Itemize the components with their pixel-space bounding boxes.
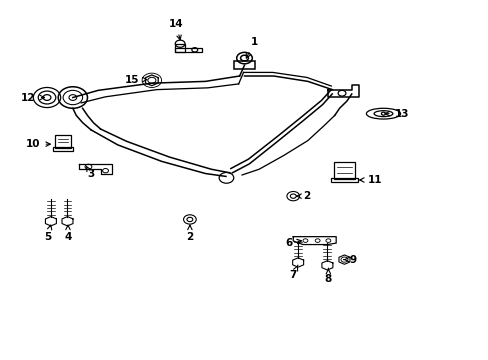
Text: 13: 13 <box>384 109 408 119</box>
Text: 14: 14 <box>168 19 183 40</box>
Bar <box>333 162 354 179</box>
Bar <box>330 178 357 182</box>
Text: 3: 3 <box>86 166 94 179</box>
Text: 5: 5 <box>44 225 52 242</box>
Bar <box>175 44 184 51</box>
Text: 2: 2 <box>186 225 193 242</box>
Bar <box>233 61 255 69</box>
Bar <box>55 135 71 148</box>
Text: 12: 12 <box>21 93 44 103</box>
Text: 4: 4 <box>64 225 72 242</box>
Bar <box>175 48 202 51</box>
Text: 8: 8 <box>324 269 331 284</box>
Text: 7: 7 <box>289 265 297 280</box>
Text: 6: 6 <box>285 238 301 248</box>
Text: 10: 10 <box>26 139 50 149</box>
Text: 9: 9 <box>343 255 356 265</box>
Text: 2: 2 <box>296 191 309 201</box>
Text: 15: 15 <box>125 75 146 85</box>
Text: 1: 1 <box>246 37 257 58</box>
Bar <box>53 147 73 150</box>
Text: 11: 11 <box>359 175 381 185</box>
